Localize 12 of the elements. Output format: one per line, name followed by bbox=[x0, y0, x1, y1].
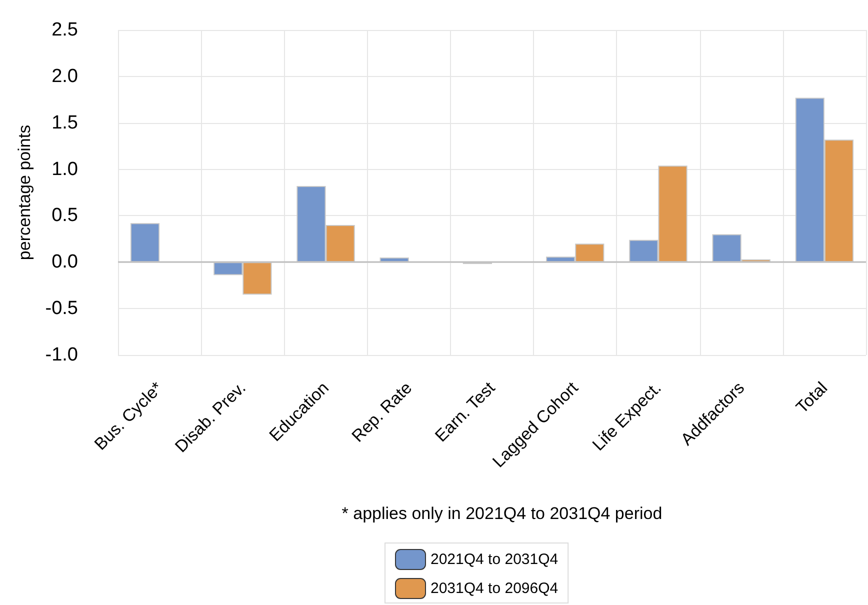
y-tick-label: 2.5 bbox=[52, 20, 78, 40]
y-tick-label: 0.5 bbox=[52, 205, 78, 226]
y-tick-label: 2.0 bbox=[52, 66, 78, 87]
y-axis-title: percentage points bbox=[15, 124, 34, 260]
legend-label: 2021Q4 to 2031Q4 bbox=[430, 551, 558, 568]
y-tick-label: -0.5 bbox=[45, 298, 78, 320]
y-tick-label: -1.0 bbox=[45, 344, 78, 366]
text: * applies only in 2021Q4 to 2031Q4 period bbox=[342, 504, 662, 523]
legend-label: 2031Q4 to 2096Q4 bbox=[430, 580, 558, 597]
y-tick-label: 1.0 bbox=[52, 158, 78, 180]
y-tick-label: 0.0 bbox=[52, 252, 78, 273]
y-tick-label: 1.5 bbox=[52, 112, 78, 134]
